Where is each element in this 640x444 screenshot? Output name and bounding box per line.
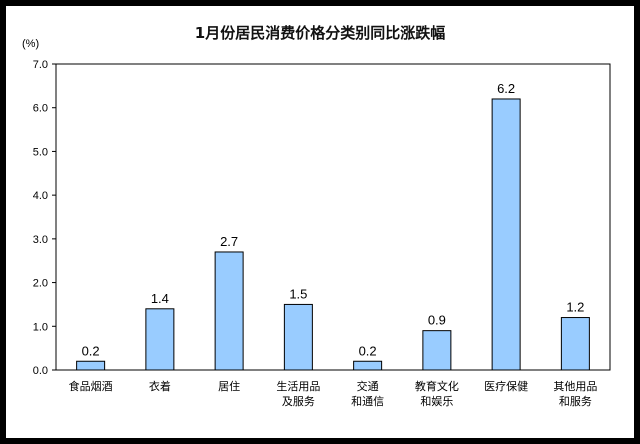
y-tick-label: 1.0 (33, 321, 48, 333)
x-category-label: 其他用品 (553, 380, 597, 393)
x-category-label: 和通信 (351, 395, 384, 408)
y-tick-label: 3.0 (33, 234, 48, 246)
bar (145, 308, 175, 371)
x-category-label: 教育文化 (415, 379, 459, 393)
y-tick-label: 2.0 (33, 278, 48, 290)
bar-value-label: 0.2 (359, 343, 377, 358)
x-category-label: 及服务 (282, 395, 315, 408)
x-category-label: 和娱乐 (420, 394, 453, 408)
y-axis-unit: (%) (22, 38, 40, 50)
bar-value-label: 6.2 (497, 81, 515, 96)
bar (353, 360, 383, 371)
bar-value-label: 1.5 (289, 286, 307, 301)
bar (76, 360, 106, 371)
bar-value-label: 0.2 (82, 343, 100, 358)
bars-group: 0.2 1.4 2.7 1.5 0.2 0.9 6.2 1.2 (76, 81, 590, 371)
plot-area (55, 63, 611, 371)
x-category-label: 医疗保健 (484, 379, 528, 393)
bar-value-label: 1.4 (151, 291, 169, 306)
y-axis: 0.0 1.0 2.0 3.0 4.0 5.0 6.0 7.0 (33, 59, 56, 377)
x-category-label: 衣着 (149, 379, 171, 393)
bar (214, 251, 244, 371)
chart-title: 1月份居民消费价格分类别同比涨跌幅 (194, 24, 446, 42)
bar (422, 330, 452, 371)
bar-value-label: 2.7 (220, 234, 238, 249)
bar (283, 303, 313, 371)
bar-value-label: 1.2 (566, 300, 584, 315)
y-tick-label: 5.0 (33, 146, 48, 158)
bar (560, 317, 590, 371)
y-tick-label: 6.0 (33, 103, 48, 115)
bar (491, 98, 521, 371)
y-tick-label: 7.0 (33, 59, 48, 71)
x-category-label: 生活用品 (276, 379, 320, 393)
x-category-label: 居住 (218, 379, 240, 393)
y-tick-label: 4.0 (33, 190, 48, 202)
y-tick-label: 0.0 (33, 365, 48, 377)
x-category-label: 交通 (357, 379, 379, 393)
x-category-label: 食品烟酒 (69, 379, 113, 393)
bar-value-label: 0.9 (428, 313, 446, 328)
x-category-label: 和服务 (559, 395, 592, 408)
